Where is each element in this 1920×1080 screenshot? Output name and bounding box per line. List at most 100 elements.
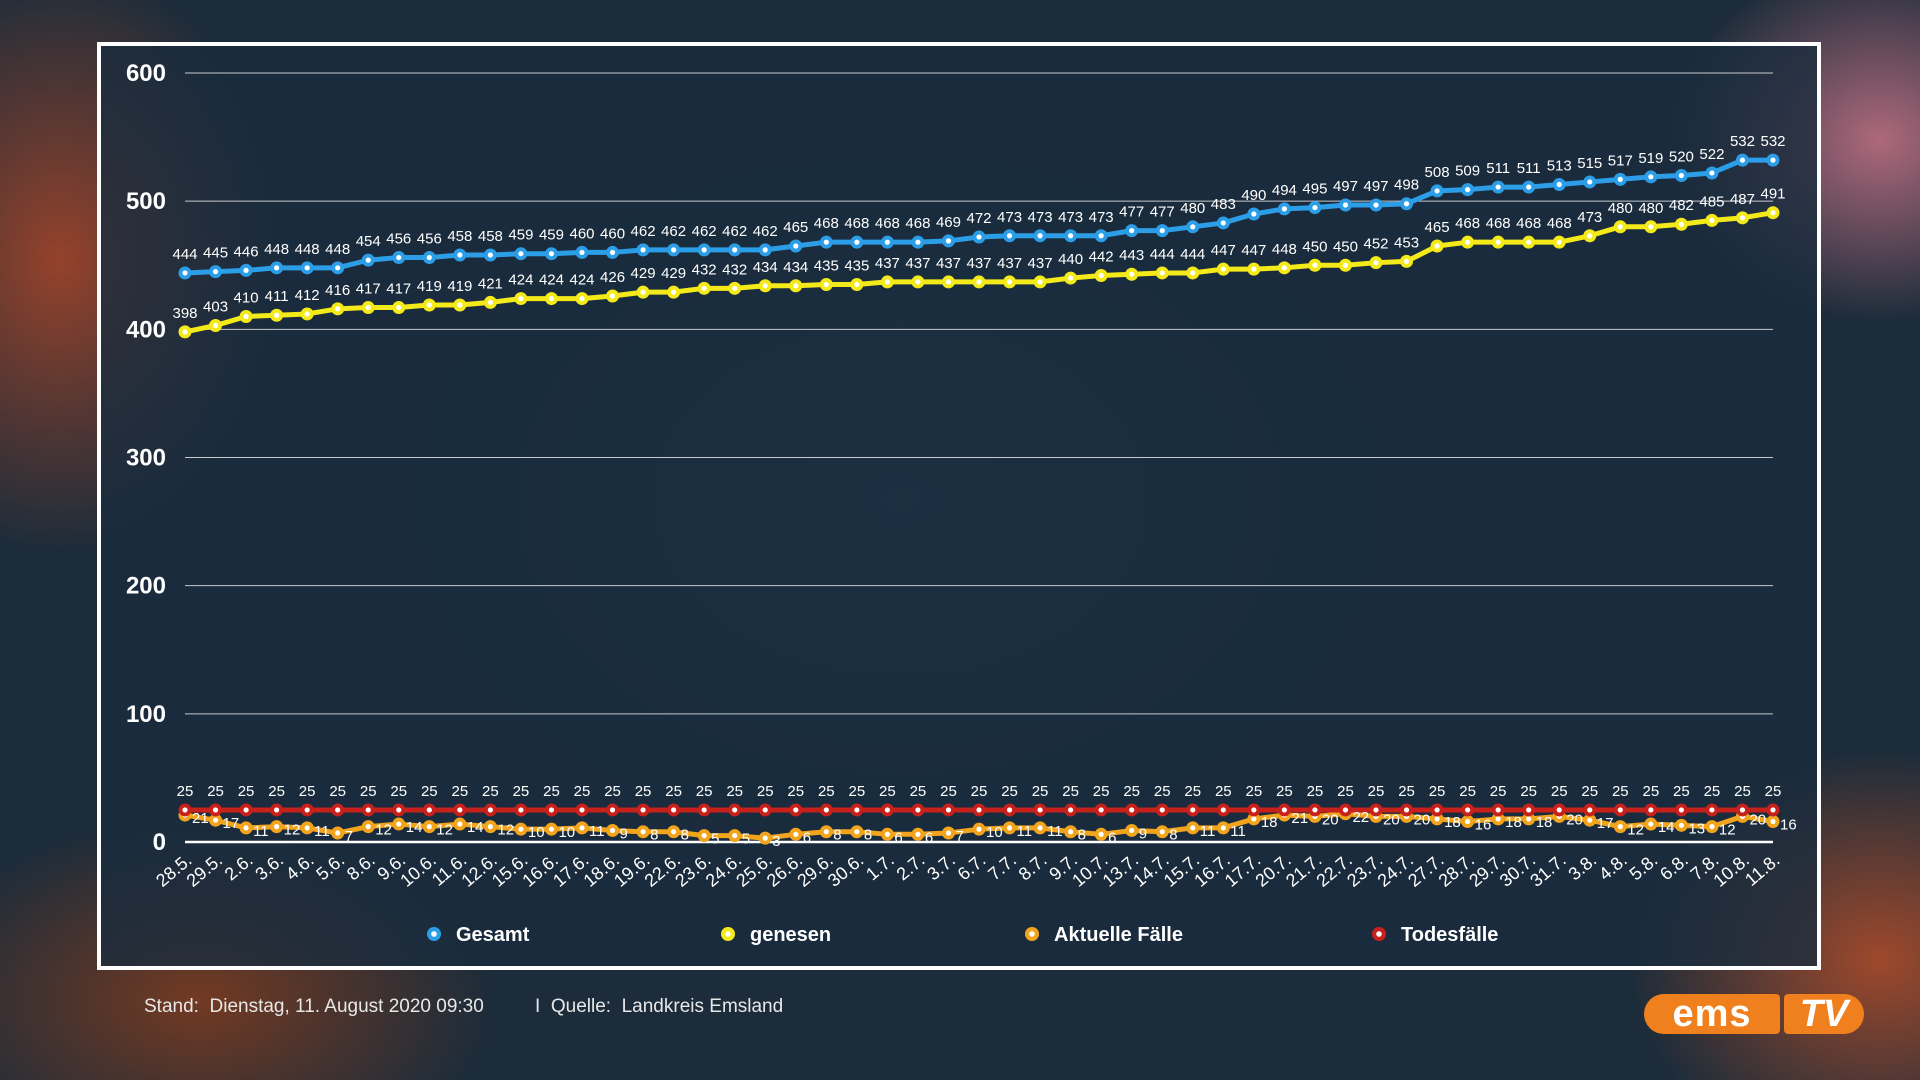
- data-point-center: [1068, 829, 1074, 835]
- data-point-center: [1159, 829, 1165, 835]
- data-point-center: [1434, 188, 1440, 194]
- x-tick-label: 30.6.: [824, 850, 868, 891]
- data-point-center: [793, 831, 799, 837]
- data-label: 9: [620, 825, 628, 842]
- data-point-center: [457, 821, 463, 827]
- data-label: 453: [1394, 234, 1419, 251]
- data-point-center: [609, 293, 616, 299]
- data-point-center: [1129, 228, 1135, 234]
- data-point-center: [732, 285, 738, 291]
- data-label: 412: [295, 287, 320, 304]
- data-point-center: [976, 807, 982, 813]
- data-point-center: [1006, 233, 1013, 239]
- data-label: 398: [172, 305, 197, 322]
- data-label: 532: [1730, 133, 1755, 150]
- data-point-center: [243, 267, 249, 273]
- data-point-center: [976, 279, 982, 285]
- data-point-center: [1129, 827, 1135, 834]
- data-point-center: [1617, 807, 1623, 813]
- data-label: 25: [421, 783, 438, 800]
- data-point-center: [1068, 807, 1074, 813]
- data-label: 435: [814, 257, 839, 274]
- data-label: 25: [574, 783, 591, 800]
- data-point-center: [396, 254, 402, 261]
- data-label: 20: [1749, 811, 1766, 828]
- data-label: 25: [1307, 783, 1324, 800]
- data-point-center: [701, 807, 707, 813]
- data-label: 498: [1394, 177, 1419, 194]
- data-point-center: [1037, 825, 1043, 831]
- data-label: 421: [478, 275, 503, 292]
- data-point-center: [609, 807, 616, 813]
- data-point-center: [823, 281, 829, 288]
- x-tick-label: 7.7.: [984, 850, 1020, 885]
- data-label: 5: [742, 831, 750, 848]
- data-label: 25: [1123, 783, 1140, 800]
- data-label: 25: [1429, 783, 1446, 800]
- data-label: 462: [631, 223, 656, 240]
- data-label: 16: [1780, 816, 1797, 833]
- data-point-center: [1709, 824, 1715, 830]
- legend-marker-center: [725, 931, 731, 937]
- data-point-center: [579, 807, 585, 813]
- data-label: 450: [1333, 238, 1358, 255]
- x-tick-label: 29.5.: [183, 850, 227, 891]
- data-label: 429: [661, 265, 686, 282]
- data-point-center: [671, 289, 677, 295]
- data-point-center: [945, 807, 952, 813]
- data-label: 450: [1302, 238, 1327, 255]
- data-label: 25: [1490, 783, 1507, 800]
- data-point-center: [1068, 233, 1074, 239]
- data-point-center: [1159, 228, 1165, 234]
- data-label: 483: [1211, 196, 1236, 213]
- data-point-center: [1037, 233, 1043, 239]
- data-point-center: [1098, 233, 1104, 239]
- data-label: 9: [1139, 825, 1147, 842]
- data-label: 497: [1333, 178, 1358, 195]
- data-label: 417: [386, 281, 411, 298]
- data-label: 417: [356, 281, 381, 298]
- logo-ems: ems: [1644, 994, 1780, 1034]
- data-point-center: [1220, 825, 1226, 831]
- data-label: 410: [234, 290, 259, 307]
- data-label: 25: [665, 783, 682, 800]
- stand-label: Stand:: [144, 996, 199, 1017]
- data-point-center: [1190, 270, 1196, 276]
- data-point-center: [915, 831, 921, 837]
- data-label: 472: [966, 210, 991, 227]
- data-point-center: [457, 807, 463, 813]
- data-point-center: [548, 251, 555, 257]
- data-label: 25: [1276, 783, 1293, 800]
- data-point-center: [518, 826, 524, 832]
- data-label: 17: [223, 815, 240, 832]
- data-point-center: [243, 825, 249, 831]
- data-label: 8: [864, 827, 872, 844]
- data-point-center: [1281, 265, 1287, 271]
- data-point-center: [609, 249, 616, 256]
- x-tick-label: 2.7.: [893, 850, 929, 885]
- data-label: 460: [569, 225, 594, 242]
- data-point-center: [1617, 224, 1623, 230]
- data-label: 17: [1597, 815, 1614, 832]
- data-label: 11: [314, 823, 330, 840]
- data-label: 494: [1272, 182, 1297, 199]
- x-tick-label: 2.6.: [221, 850, 257, 885]
- data-point-center: [1403, 258, 1410, 265]
- data-label: 25: [1001, 783, 1018, 800]
- data-label: 448: [1272, 241, 1297, 258]
- data-label: 21: [1291, 810, 1308, 827]
- data-point-center: [1556, 239, 1562, 245]
- data-point-center: [671, 247, 677, 253]
- data-point-center: [212, 269, 219, 275]
- data-label: 25: [238, 783, 255, 800]
- x-tick-label: 6.7.: [954, 850, 990, 885]
- data-label: 485: [1699, 193, 1724, 210]
- data-label: 473: [1089, 209, 1114, 226]
- y-tick-label: 300: [126, 445, 166, 472]
- data-label: 424: [539, 272, 564, 289]
- data-point-center: [1037, 279, 1043, 285]
- data-labels: 444 445 446 448 448 448 454 456 456 458 458 459 459 4…: [172, 133, 1796, 850]
- data-point-center: [518, 807, 524, 813]
- data-point-center: [732, 832, 738, 839]
- data-point-center: [1129, 807, 1135, 813]
